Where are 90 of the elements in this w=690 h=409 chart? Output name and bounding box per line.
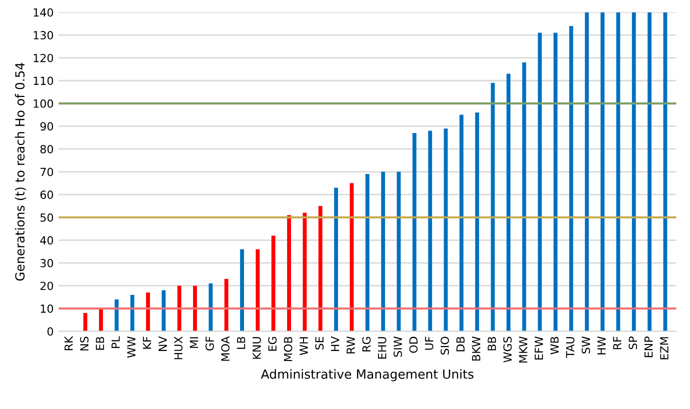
x-tick-label: BB [488, 336, 496, 350]
bar [569, 26, 574, 332]
bar [240, 249, 244, 332]
x-tick-label: HW [598, 336, 606, 354]
y-tick-label: 30 [40, 258, 54, 268]
y-tick-label: 80 [40, 144, 54, 154]
bar [208, 283, 213, 332]
y-tick-label: 120 [34, 54, 54, 62]
x-tick-label: SW [582, 336, 590, 354]
x-tick-label: RW [346, 336, 355, 354]
x-tick-label: TAU [566, 337, 574, 358]
bar [522, 62, 526, 332]
bar [271, 236, 276, 332]
y-tick-label: 10 [40, 304, 54, 313]
x-tick-label: WGS [503, 336, 512, 362]
x-tick-label: MKW [519, 336, 528, 363]
x-tick-label: RK [64, 336, 73, 350]
y-tick-label: 110 [34, 76, 54, 86]
bar [365, 174, 370, 332]
y-tick-label: 40 [40, 236, 54, 245]
bar [428, 130, 432, 332]
y-tick-label: 140 [34, 8, 54, 17]
x-tick-label: SIW [394, 336, 402, 357]
bar [475, 112, 480, 332]
bar [193, 286, 197, 332]
bar [506, 74, 510, 332]
x-tick-label: UF [425, 336, 434, 350]
x-tick-label: HV [331, 336, 340, 352]
bar [83, 313, 88, 332]
bar [444, 128, 448, 332]
bar [318, 206, 322, 332]
bar [146, 292, 150, 332]
bar [130, 294, 134, 332]
x-tick-label: EG [268, 337, 277, 351]
bar [554, 32, 558, 332]
bar [381, 172, 386, 332]
x-tick-label: WH [300, 337, 308, 356]
bar [490, 82, 495, 332]
bar [648, 12, 652, 332]
x-tick-label: NS [80, 336, 89, 350]
y-tick-label: 60 [40, 190, 54, 199]
y-tick-label: 130 [34, 31, 54, 40]
bar [412, 133, 416, 332]
x-tick-label: WB [550, 336, 559, 354]
x-tick-label: GF [206, 336, 214, 351]
y-tick-label: 90 [40, 122, 54, 131]
y-tick-label: 0 [47, 327, 54, 336]
x-tick-label: EZM [660, 337, 668, 360]
y-axis-title: Generations (t) to reach Ho of 0.54 [14, 62, 26, 281]
y-tick-label: 50 [40, 213, 54, 222]
x-tick-label: MI [190, 337, 198, 348]
bar [287, 215, 292, 332]
x-tick-label: EB [96, 336, 104, 350]
y-tick-label: 70 [40, 168, 54, 176]
bar [162, 290, 166, 332]
x-tick-label: LB [237, 336, 246, 349]
x-tick-label: HUX [174, 336, 183, 360]
x-tick-label: OD [409, 336, 418, 353]
x-tick-label: WW [127, 336, 136, 358]
bar [224, 278, 228, 332]
bar [460, 114, 464, 332]
y-tick-label: 100 [34, 99, 54, 108]
bar [99, 308, 103, 332]
x-tick-label: EHU [378, 337, 386, 359]
bar [600, 12, 604, 332]
y-tick-label: 20 [40, 282, 54, 290]
bar [177, 286, 182, 332]
bar [632, 12, 636, 332]
x-tick-label: RG [362, 337, 371, 352]
x-tick-label: SIO [440, 336, 450, 354]
bar [616, 12, 620, 332]
x-tick-label: BKW [472, 336, 480, 361]
bar [114, 299, 119, 332]
x-tick-label: KF [142, 336, 152, 349]
x-tick-label: NV [158, 336, 167, 351]
x-tick-label: SP [628, 336, 638, 350]
bar [584, 12, 589, 332]
x-tick-label: SE [315, 336, 324, 350]
x-axis-title: Administrative Management Units [260, 369, 474, 382]
bar [538, 32, 542, 332]
x-tick-label: MOA [221, 336, 230, 361]
x-tick-label: DB [456, 336, 465, 352]
x-tick-label: RF [613, 336, 622, 350]
bar [256, 249, 260, 332]
x-tick-label: KNU [252, 337, 261, 359]
x-tick-label: MOB [284, 336, 292, 362]
x-tick-label: EFW [534, 336, 543, 360]
bar [334, 188, 338, 332]
x-tick-label: PL [112, 336, 120, 348]
x-tick-label: ENP [644, 336, 653, 358]
